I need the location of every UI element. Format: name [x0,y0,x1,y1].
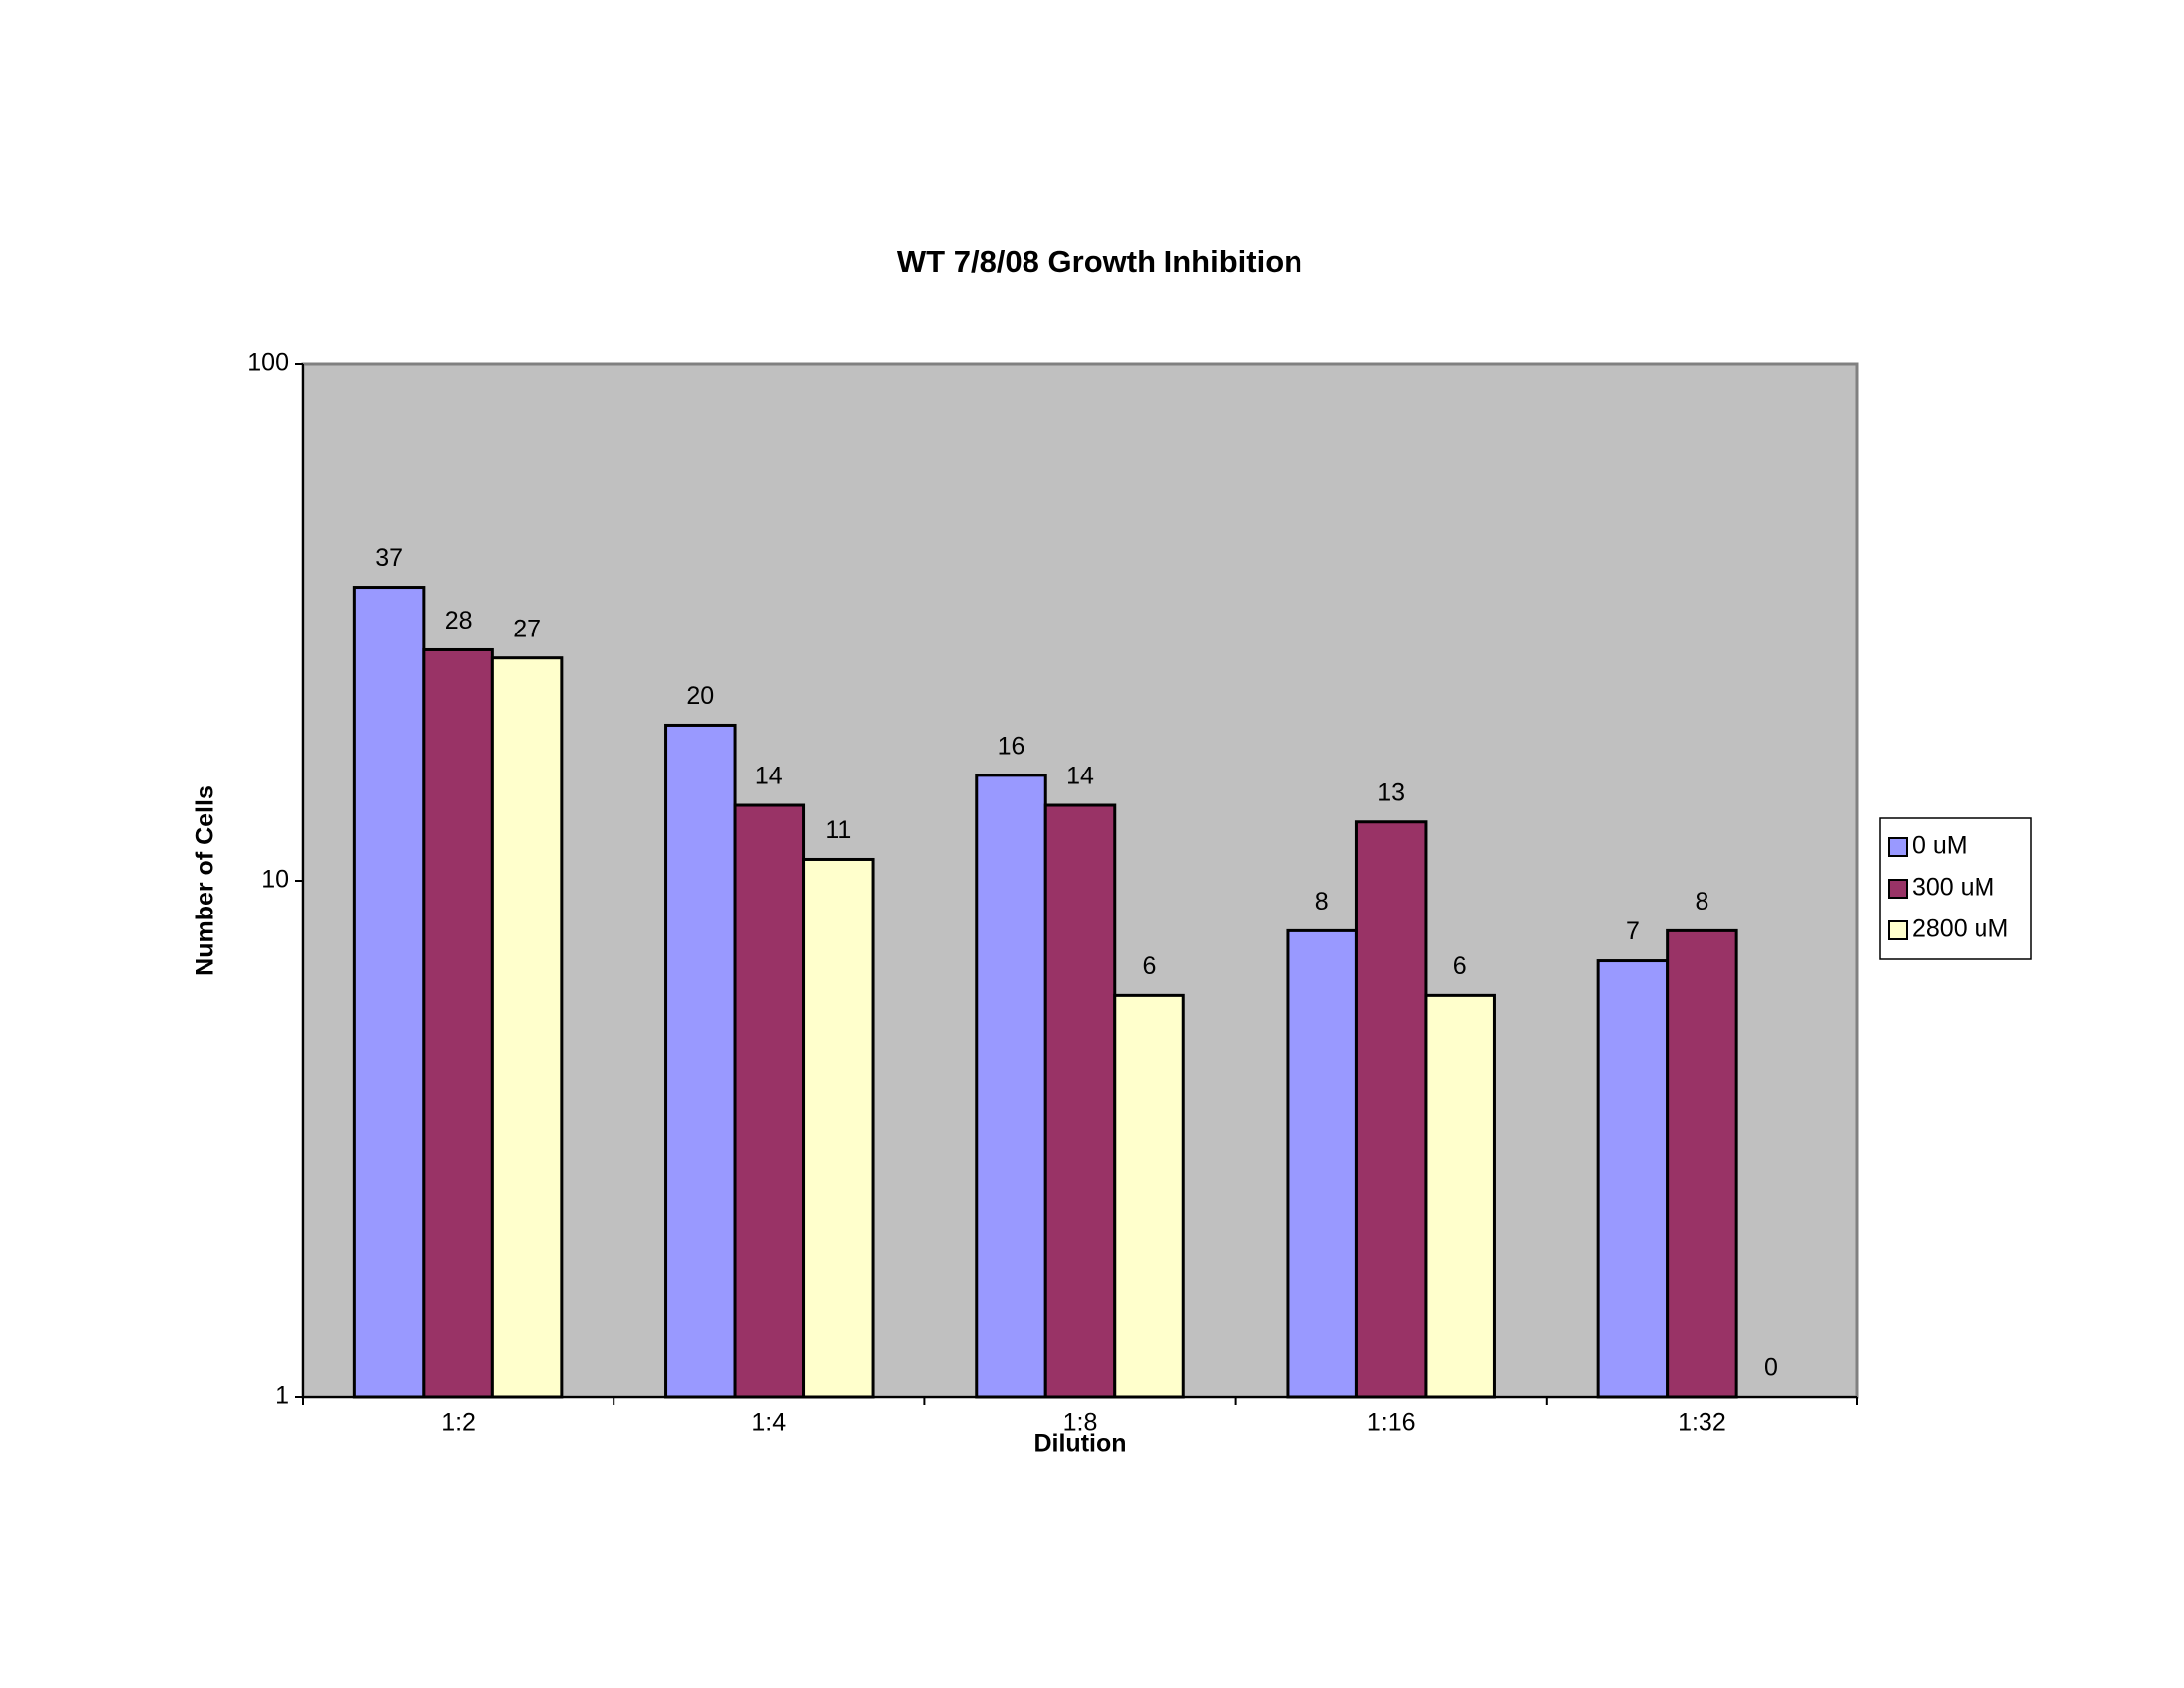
x-tick-label: 1:16 [1367,1409,1416,1437]
legend-label: 300 uM [1912,874,1994,902]
x-tick-label: 1:8 [1063,1409,1098,1437]
y-tick-label: 10 [261,866,289,894]
bar [1424,993,1496,1399]
bar [975,774,1047,1399]
data-label: 37 [375,544,403,572]
data-label: 7 [1626,917,1640,945]
chart-title: WT 7/8/08 Growth Inhibition [897,244,1302,279]
bar [490,656,564,1399]
data-label: 14 [755,763,783,790]
data-label: 0 [1764,1354,1778,1382]
bar [1286,928,1358,1399]
legend-swatch [1888,837,1908,857]
bar [664,723,737,1399]
data-label: 16 [998,732,1025,760]
x-tick-label: 1:32 [1678,1409,1726,1437]
bar [802,857,875,1399]
legend-label: 0 uM [1912,832,1968,860]
data-label: 8 [1695,888,1708,915]
data-label: 6 [1143,952,1157,980]
bar [1596,959,1670,1399]
legend-swatch [1888,920,1908,940]
bar [352,586,426,1399]
data-label: 11 [825,816,851,844]
x-axis-title: Dilution [1033,1430,1126,1458]
y-axis-title: Number of Cells [192,785,219,976]
bar [1043,803,1117,1399]
y-tick-label: 1 [275,1382,289,1410]
legend-label: 2800 uM [1912,915,2008,943]
data-label: 8 [1315,888,1329,915]
data-label: 6 [1453,952,1467,980]
legend-swatch [1888,879,1908,899]
data-label: 27 [513,615,541,642]
bar [1113,993,1185,1399]
bar [1666,928,1738,1399]
bar [1354,820,1428,1399]
bar [422,647,494,1399]
bar [733,803,806,1399]
x-tick-label: 1:4 [751,1409,786,1437]
data-label: 20 [686,682,714,710]
data-label: 28 [445,607,473,634]
y-tick-label: 100 [247,350,289,377]
x-tick-label: 1:2 [441,1409,476,1437]
data-label: 13 [1377,778,1405,806]
data-label: 14 [1066,763,1094,790]
